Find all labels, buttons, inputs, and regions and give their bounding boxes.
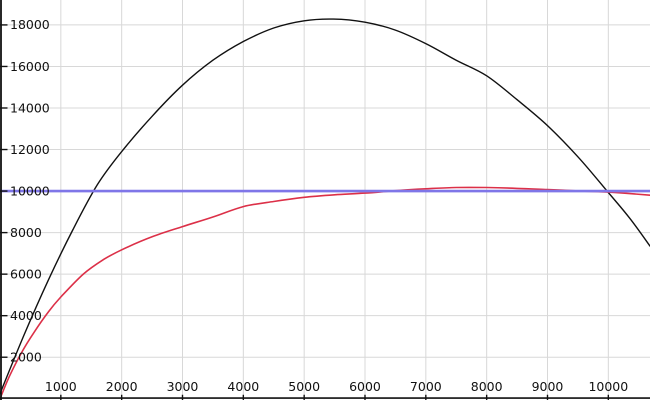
black-arch-curve <box>0 18 650 395</box>
y-tick-label: 10000 <box>10 183 50 198</box>
y-tick-label: 16000 <box>10 59 50 74</box>
y-tick-label: 8000 <box>10 225 42 240</box>
x-tick-label: 9000 <box>532 379 564 394</box>
y-tick-label: 12000 <box>10 142 50 157</box>
x-tick-label: 3000 <box>167 379 199 394</box>
x-tick-label: 6000 <box>349 379 381 394</box>
y-tick-label: 6000 <box>10 266 42 281</box>
x-tick-label: 5000 <box>288 379 320 394</box>
x-tick-label: 10000 <box>588 379 628 394</box>
x-tick-label: 4000 <box>227 379 259 394</box>
x-tick-label: 1000 <box>45 379 77 394</box>
y-tick-label: 4000 <box>10 308 42 323</box>
y-tick-label: 14000 <box>10 100 50 115</box>
y-tick-label: 2000 <box>10 350 42 365</box>
red-saturating-curve <box>0 186 650 400</box>
x-tick-label: 7000 <box>410 379 442 394</box>
x-tick-label: 2000 <box>106 379 138 394</box>
y-tick-label: 18000 <box>10 17 50 32</box>
x-tick-label: 8000 <box>471 379 503 394</box>
